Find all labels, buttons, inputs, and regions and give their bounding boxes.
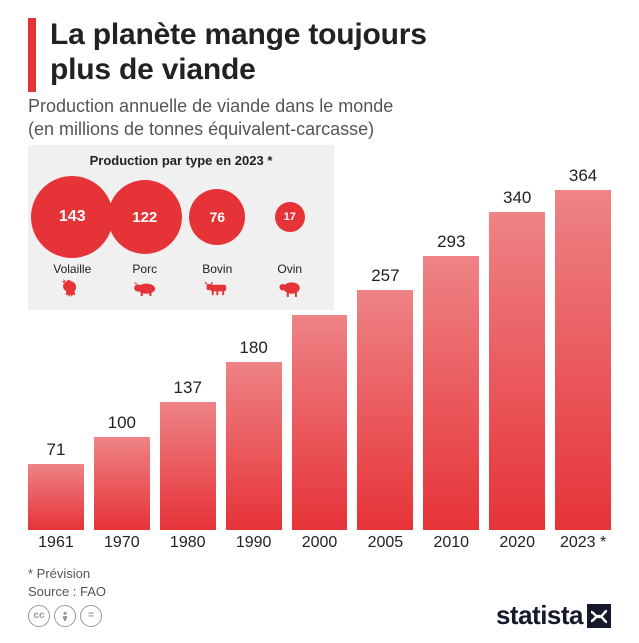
bar-col: 100 <box>94 413 150 530</box>
bar-value: 180 <box>239 338 267 358</box>
bar-col: 230 <box>292 291 348 530</box>
bar-col: 340 <box>489 188 545 530</box>
xaxis-label: 1980 <box>160 534 216 552</box>
bar-col: 180 <box>226 338 282 530</box>
xaxis-label: 1990 <box>226 534 282 552</box>
bar <box>28 464 84 530</box>
bar-chart-xaxis: 1961 1970 1980 1990 2000 2005 2010 2020 2023 * <box>28 534 611 552</box>
license-icons: cc = <box>28 605 102 627</box>
bar-value: 293 <box>437 232 465 252</box>
brand-text: statista <box>496 600 583 631</box>
bar <box>423 256 479 530</box>
bubble: 143 <box>31 176 113 258</box>
title-accent-bar <box>28 18 36 92</box>
bubble: 122 <box>108 180 182 254</box>
subtitle-line-2: (en millions de tonnes équivalent-carcas… <box>28 119 374 139</box>
bubble-label-text: Bovin <box>202 262 232 276</box>
xaxis-label: 2020 <box>489 534 545 552</box>
bar <box>357 290 413 530</box>
bar <box>226 362 282 530</box>
xaxis-label: 2023 * <box>555 534 611 552</box>
xaxis-label: 2010 <box>423 534 479 552</box>
bubble-wrap: 17 <box>254 172 327 262</box>
cow-icon <box>204 278 230 301</box>
bar-col: 364 <box>555 166 611 530</box>
bar-value: 364 <box>569 166 597 186</box>
bar-col: 71 <box>28 440 84 530</box>
sheep-icon <box>277 278 303 301</box>
bar-col: 293 <box>423 232 479 530</box>
bar <box>292 315 348 530</box>
inset-title: Production par type en 2023 * <box>36 153 326 168</box>
footnote-prevision: * Prévision <box>28 566 90 581</box>
bubble-label: Bovin <box>181 262 254 301</box>
nd-icon: = <box>80 605 102 627</box>
brand-logo: statista <box>496 600 611 631</box>
chicken-icon <box>59 278 85 301</box>
xaxis-label: 2000 <box>292 534 348 552</box>
bubble-label: Porc <box>109 262 182 301</box>
subtitle-line-1: Production annuelle de viande dans le mo… <box>28 96 393 116</box>
xaxis-label: 1970 <box>94 534 150 552</box>
bar-col: 257 <box>357 266 413 530</box>
bar-value: 71 <box>46 440 65 460</box>
pig-icon <box>132 278 158 301</box>
inset-panel: Production par type en 2023 * 14312276 17… <box>28 145 334 310</box>
bubble-label-text: Volaille <box>53 262 91 276</box>
bar <box>94 437 150 530</box>
title-line-2: plus de viande <box>50 53 256 86</box>
bubble: 76 <box>189 189 245 245</box>
bubble-label: Ovin <box>254 262 327 301</box>
subtitle: Production annuelle de viande dans le mo… <box>28 95 611 140</box>
footnote-source: Source : FAO <box>28 584 106 599</box>
bar-col: 137 <box>160 378 216 530</box>
cc-icon: cc <box>28 605 50 627</box>
bar <box>160 402 216 530</box>
footnote: * Prévision Source : FAO <box>28 565 106 601</box>
xaxis-label: 1961 <box>28 534 84 552</box>
bubble-wrap: 76 <box>181 172 254 262</box>
xaxis-label: 2005 <box>357 534 413 552</box>
bubble-label: Volaille <box>36 262 109 301</box>
statista-mark-icon <box>587 604 611 628</box>
bubble-wrap: 122 <box>109 172 182 262</box>
bar-value: 340 <box>503 188 531 208</box>
bar <box>555 190 611 530</box>
bar <box>489 212 545 530</box>
bar-value: 100 <box>108 413 136 433</box>
bar-value: 257 <box>371 266 399 286</box>
page-title: La planète mange toujours plus de viande <box>50 18 611 87</box>
bubble-label-text: Porc <box>132 262 157 276</box>
bubble-wrap: 143 <box>36 172 109 262</box>
by-icon <box>54 605 76 627</box>
bubble: 17 <box>275 202 305 232</box>
bar-value: 137 <box>174 378 202 398</box>
title-line-1: La planète mange toujours <box>50 18 427 51</box>
bubble-label-text: Ovin <box>277 262 302 276</box>
